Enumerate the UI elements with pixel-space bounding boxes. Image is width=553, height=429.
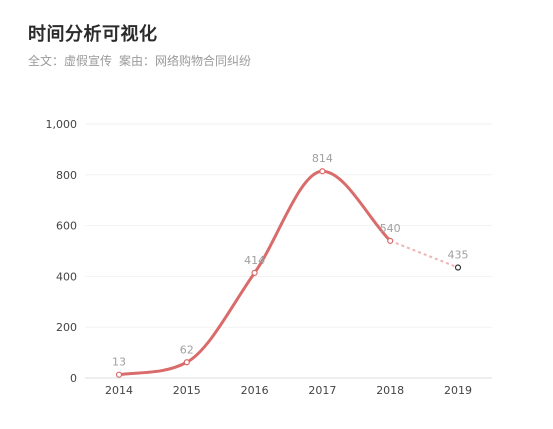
axis-layer: 0 200 400 600 800 1,000 2014 2015 2016 2017 2018 20… <box>46 118 473 397</box>
data-label: 540 <box>380 222 401 235</box>
data-point <box>251 269 258 276</box>
point-layer <box>115 168 462 378</box>
data-point <box>387 237 394 244</box>
data-point <box>183 359 190 366</box>
data-point <box>454 264 462 271</box>
x-tick-label: 2018 <box>376 384 404 397</box>
subtitle-keyword: 虚假宣传 <box>64 54 113 68</box>
y-tick-label: 200 <box>56 321 77 334</box>
case-subtitle: 全文：虚假宣传 案由：网络购物合同纠纷 <box>28 52 251 69</box>
subtitle-fulltext-label: 全文： <box>28 54 65 68</box>
data-label: 814 <box>312 152 333 165</box>
data-label: 414 <box>244 254 265 267</box>
subtitle-case-label: 案由： <box>119 54 156 68</box>
y-tick-label: 0 <box>70 372 77 385</box>
data-point <box>115 371 123 378</box>
subtitle-case-value: 网络购物合同纠纷 <box>155 54 252 68</box>
data-point <box>319 168 326 175</box>
x-tick-label: 2014 <box>105 384 133 397</box>
x-tick-label: 2015 <box>173 384 201 397</box>
y-tick-label: 800 <box>56 169 77 182</box>
data-label: 13 <box>112 356 126 369</box>
y-tick-label: 1,000 <box>46 118 78 131</box>
page-title: 时间分析可视化 <box>28 24 158 45</box>
grid-layer <box>85 123 492 379</box>
series-line-solid <box>117 169 392 377</box>
y-tick-label: 600 <box>56 220 77 233</box>
x-tick-label: 2019 <box>444 384 472 397</box>
x-tick-label: 2017 <box>308 384 336 397</box>
label-layer: 13 62 414 814 540 435 <box>112 152 469 368</box>
line-layer <box>117 169 459 377</box>
x-tick-label: 2016 <box>241 384 269 397</box>
y-tick-label: 400 <box>56 270 77 283</box>
data-label: 435 <box>448 249 469 262</box>
series-line-dashed <box>389 239 459 269</box>
data-label: 62 <box>180 343 194 356</box>
